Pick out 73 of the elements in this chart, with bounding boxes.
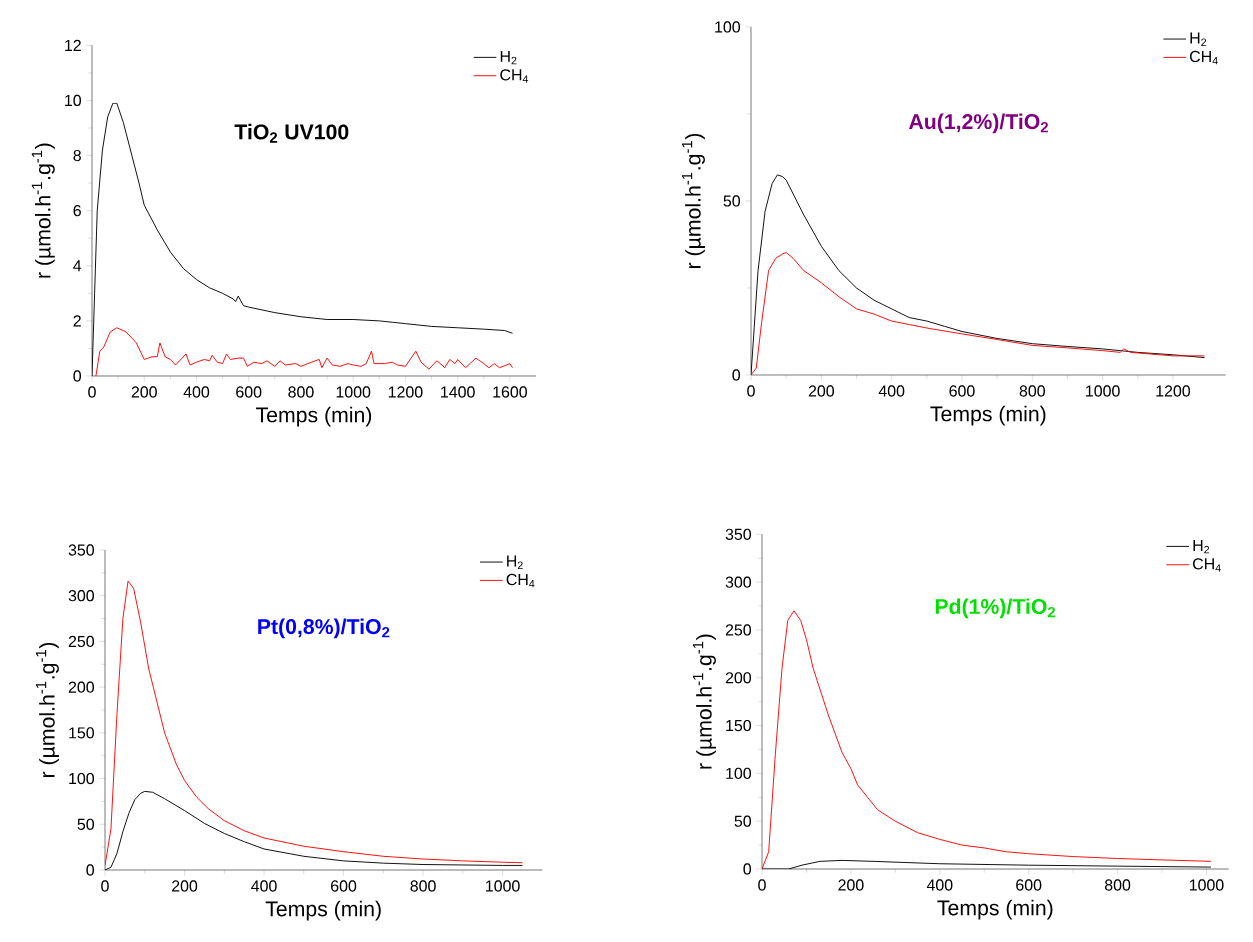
y-tick-label: 10	[65, 94, 82, 107]
legend-label: CH$_{4}$	[500, 69, 529, 83]
y-tick-label: 150	[69, 727, 95, 739]
x-tick-label: 1000	[486, 880, 520, 892]
x-tick-label: 1000	[336, 386, 371, 398]
y-tick-label: 300	[725, 576, 752, 588]
y-tick-label: 0	[743, 863, 752, 875]
y-tick-label: 300	[68, 590, 95, 602]
y-tick-label: 100	[726, 767, 752, 780]
x-tick-label: 400	[183, 386, 210, 398]
x-axis-title: Temps (min)	[256, 406, 372, 427]
x-tick-label: 800	[288, 386, 314, 398]
x-tick-label: 800	[1019, 385, 1045, 397]
y-axis-title: r (µmol.h$^{-1}$.g$^{-1}$)	[35, 642, 59, 778]
y-tick-label: 2	[73, 315, 81, 327]
x-tick-label: 600	[236, 386, 262, 398]
x-tick-label: 400	[926, 879, 953, 891]
x-tick-label: 1200	[1156, 385, 1191, 397]
y-tick-label: 100	[715, 21, 741, 33]
y-axis-title: r (µmol.h$^{-1}$.g$^{-1}$)	[692, 634, 716, 769]
y-tick-label: 50	[734, 815, 752, 827]
x-tick-label: 800	[1104, 879, 1131, 891]
line-series	[751, 252, 1206, 375]
y-axis-title: r (µmol.h$^{-1}$.g$^{-1}$)	[31, 143, 55, 278]
y-tick-label: 250	[68, 635, 95, 648]
legend-label: H$_{2}$	[500, 50, 517, 65]
x-tick-label: 600	[1016, 879, 1042, 891]
x-tick-label: 800	[410, 880, 436, 892]
x-tick-label: 400	[878, 385, 905, 397]
x-tick-label: 1000	[1189, 879, 1224, 891]
x-tick-label: 1400	[441, 386, 475, 398]
y-tick-label: 50	[77, 818, 95, 830]
legend-label: H$_{2}$	[1193, 539, 1210, 554]
y-tick-label: 150	[726, 719, 752, 732]
y-tick-label: 50	[723, 195, 741, 207]
x-tick-label: 600	[331, 880, 357, 892]
x-axis-title: Temps (min)	[265, 900, 381, 921]
y-tick-label: 250	[725, 624, 752, 636]
x-tick-label: 1000	[1086, 385, 1120, 397]
x-tick-label: 600	[949, 385, 975, 397]
x-axis-title: Temps (min)	[930, 405, 1046, 426]
chart-title: TiO$_{2}$ UV100	[234, 123, 349, 143]
legend-label: CH$_{4}$	[1189, 50, 1218, 65]
x-tick-label: 200	[808, 385, 835, 397]
chart-title: Au(1,2%)/TiO$_{2}$	[908, 113, 1048, 134]
y-tick-label: 8	[73, 149, 81, 162]
x-tick-label: 200	[131, 386, 157, 398]
chart-title: Pt(0,8%)/TiO$_{2}$	[258, 618, 390, 639]
y-tick-label: 350	[68, 544, 95, 556]
legend-label: H$_{2}$	[507, 555, 523, 569]
y-tick-label: 0	[732, 369, 741, 381]
x-tick-label: 0	[101, 880, 109, 892]
y-tick-label: 12	[65, 39, 81, 51]
legend-label: CH$_{4}$	[506, 573, 535, 588]
x-tick-label: 200	[172, 880, 198, 892]
x-tick-label: 200	[838, 879, 864, 891]
y-tick-label: 200	[725, 672, 752, 684]
legend-label: CH$_{4}$	[1192, 558, 1221, 572]
legend-label: H$_{2}$	[1190, 32, 1207, 46]
y-tick-label: 350	[725, 528, 752, 540]
x-tick-label: 1600	[493, 386, 527, 398]
x-tick-label: 400	[251, 880, 277, 892]
y-tick-label: 0	[73, 370, 82, 382]
y-axis-title: r (µmol.h$^{-1}$.g$^{-1}$)	[681, 133, 705, 269]
y-tick-label: 200	[68, 681, 95, 693]
x-axis-title: Temps (min)	[937, 899, 1053, 920]
y-tick-label: 6	[73, 205, 81, 217]
y-tick-label: 4	[73, 260, 82, 272]
chart-title: Pd(1%)/TiO$_{2}$	[935, 598, 1056, 619]
y-tick-label: 100	[69, 772, 95, 785]
x-tick-label: 0	[758, 879, 766, 891]
x-tick-label: 1200	[388, 386, 423, 398]
y-tick-label: 0	[86, 864, 95, 876]
